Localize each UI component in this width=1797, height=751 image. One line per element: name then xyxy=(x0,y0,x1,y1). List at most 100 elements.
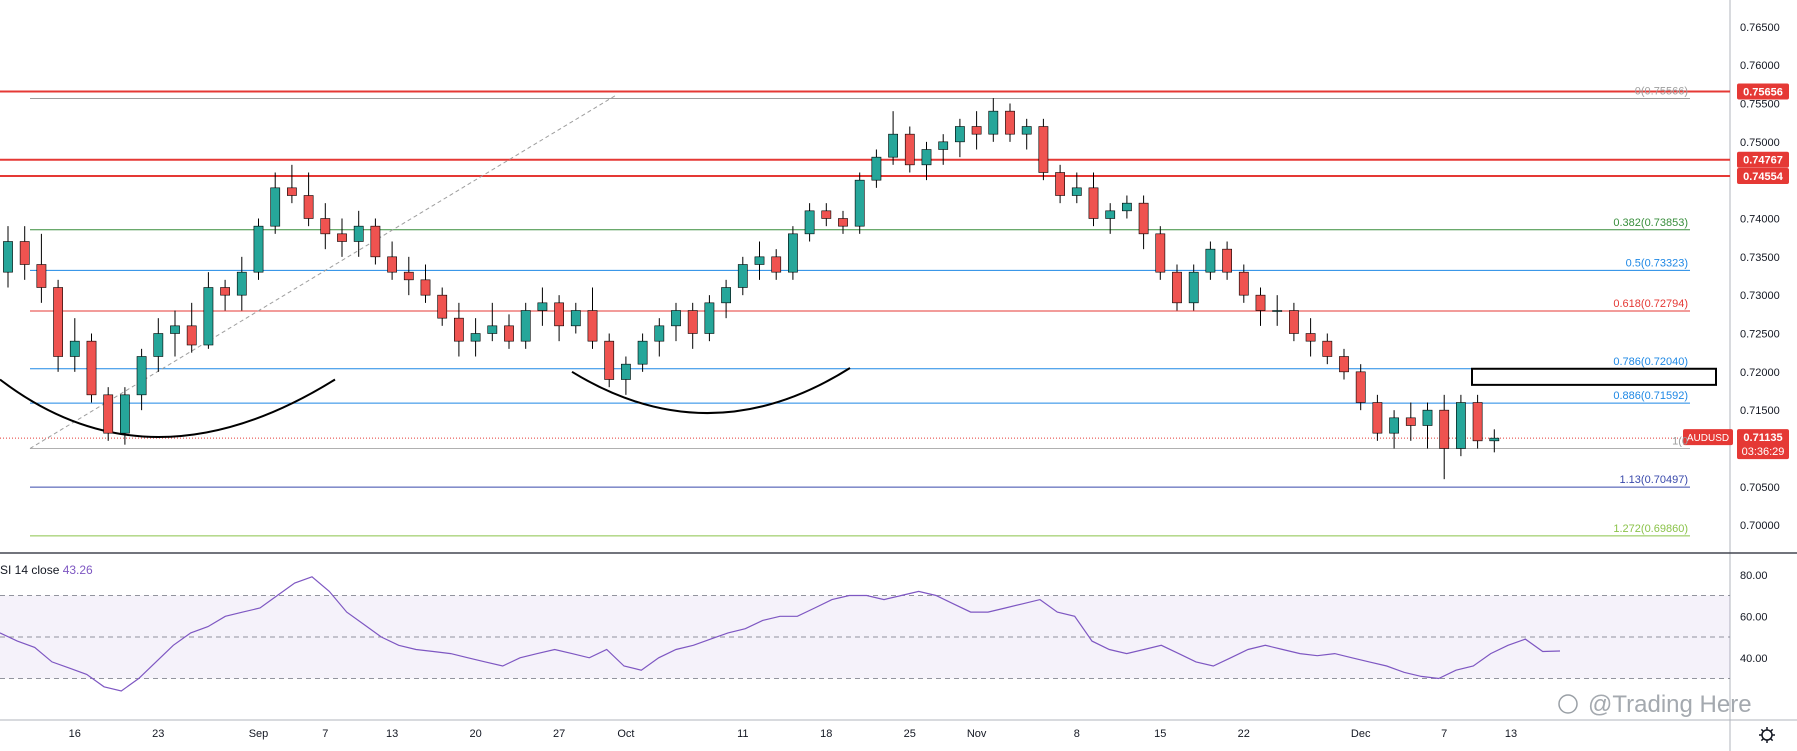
candle xyxy=(988,98,999,142)
price-tick-label: 0.73500 xyxy=(1740,252,1780,264)
time-tick-label: 15 xyxy=(1154,728,1166,740)
candle xyxy=(1205,241,1216,280)
fib-level-label: 0.618(0.72794) xyxy=(1613,298,1688,310)
candle xyxy=(904,126,915,173)
time-tick-label: Dec xyxy=(1351,728,1371,740)
candle-body xyxy=(637,340,648,365)
candle xyxy=(353,210,364,257)
candle-body xyxy=(1489,437,1500,442)
candle-body xyxy=(838,218,848,227)
rounding-bottom-arc-2 xyxy=(571,367,851,415)
last-price-tag xyxy=(1737,429,1789,460)
candle-body xyxy=(170,325,180,334)
candle-body xyxy=(69,340,80,357)
price-tick-label: 0.73000 xyxy=(1740,290,1780,302)
candle xyxy=(136,348,147,411)
watermark-text: @Trading Here xyxy=(1588,691,1752,718)
candle-body xyxy=(654,325,665,342)
price-tick-label: 0.70000 xyxy=(1740,520,1780,532)
candle-body xyxy=(1289,310,1299,334)
candle-body xyxy=(854,179,865,227)
candle xyxy=(838,210,848,234)
rsi-tick-label: 80.00 xyxy=(1740,570,1768,582)
candle-body xyxy=(621,363,631,380)
candle xyxy=(270,172,281,234)
candle xyxy=(654,318,665,357)
time-tick-label: 25 xyxy=(904,728,916,740)
candle-body xyxy=(236,271,247,296)
time-tick-label: 13 xyxy=(1505,728,1517,740)
rsi-title: SI 14 close 43.26 xyxy=(0,563,93,577)
candle-body xyxy=(103,394,114,434)
candle-body xyxy=(537,302,548,311)
candle xyxy=(186,302,197,353)
candle xyxy=(103,387,114,441)
settings-gear-icon[interactable] xyxy=(1759,727,1775,743)
candle-body xyxy=(604,340,615,380)
candle xyxy=(504,314,514,349)
candle-body xyxy=(320,218,331,235)
time-tick-label: 13 xyxy=(386,728,398,740)
candle xyxy=(570,302,581,334)
fib-trend-line xyxy=(29,95,616,449)
candle-body xyxy=(487,325,498,334)
candle-body xyxy=(1255,294,1266,311)
candle-body xyxy=(520,310,531,342)
candle xyxy=(1372,394,1383,441)
candle xyxy=(938,134,949,165)
candle xyxy=(420,264,431,303)
candle-body xyxy=(1305,333,1316,342)
countdown-label: 03:36:29 xyxy=(1742,446,1785,458)
candle-body xyxy=(403,271,414,281)
price-tag-label: 0.74767 xyxy=(1743,155,1783,167)
candle xyxy=(704,295,715,342)
candle-body xyxy=(737,264,748,288)
time-tick-label: 7 xyxy=(1441,728,1447,740)
price-tag-label: 0.75656 xyxy=(1743,87,1783,99)
time-tick-label: 20 xyxy=(469,728,481,740)
candle xyxy=(1021,118,1032,150)
candle xyxy=(1405,402,1416,441)
candle xyxy=(804,203,815,242)
candle xyxy=(1172,264,1182,311)
candle-body xyxy=(387,256,397,273)
candles-series xyxy=(3,98,1500,480)
candle-body xyxy=(1055,172,1065,196)
candle-body xyxy=(988,110,999,135)
price-tick-label: 0.74000 xyxy=(1740,214,1780,226)
candle-body xyxy=(1071,187,1082,196)
candle xyxy=(3,226,13,288)
candle xyxy=(487,302,498,342)
candle-body xyxy=(704,302,715,334)
candle-body xyxy=(1456,402,1466,449)
candle xyxy=(537,287,548,326)
price-tick-label: 0.72000 xyxy=(1740,367,1780,379)
candle-body xyxy=(1188,271,1199,304)
candle-body xyxy=(203,287,214,346)
candle xyxy=(771,249,782,280)
candle-body xyxy=(1339,356,1349,373)
symbol-tag xyxy=(1683,429,1733,446)
candle xyxy=(1138,195,1149,250)
candle xyxy=(437,287,448,326)
rounding-bottom-arc-1 xyxy=(0,378,336,438)
time-tick-label: 16 xyxy=(69,728,81,740)
candle xyxy=(1222,241,1232,280)
candle-body xyxy=(771,256,782,273)
candle xyxy=(1439,394,1450,480)
candle xyxy=(203,272,214,349)
fib-level-label: 1.272(0.69860) xyxy=(1613,523,1688,535)
fib-level-label: 0.786(0.72040) xyxy=(1613,356,1688,368)
candle-body xyxy=(86,340,97,396)
candle-body xyxy=(253,225,264,273)
candle-body xyxy=(153,333,164,357)
price-tick-label: 0.72500 xyxy=(1740,329,1780,341)
candle xyxy=(971,111,982,150)
time-tick-label: 18 xyxy=(820,728,832,740)
candle-body xyxy=(587,310,598,342)
candle xyxy=(1289,302,1299,342)
fib-level-label: 0.5(0.73323) xyxy=(1626,257,1688,269)
candle-body xyxy=(1172,271,1182,304)
candle-body xyxy=(821,210,832,219)
